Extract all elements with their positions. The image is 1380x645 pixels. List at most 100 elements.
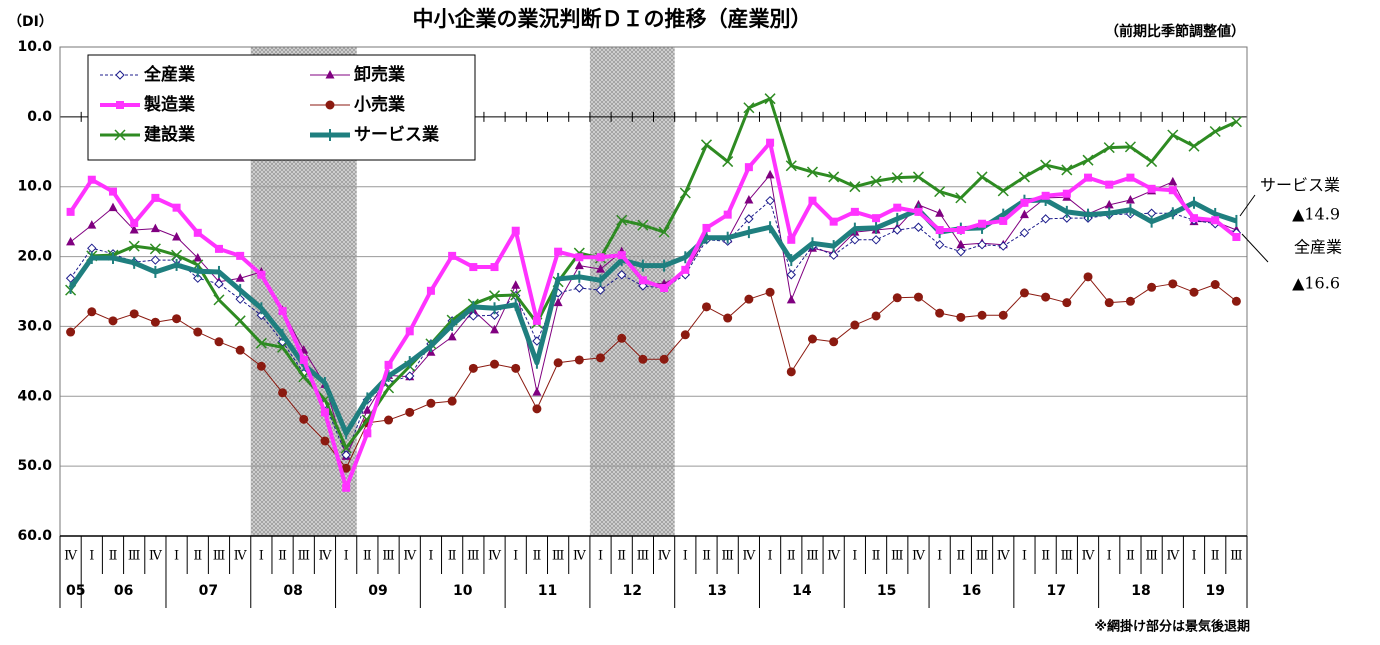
x-tick-label: Ⅰ bbox=[683, 549, 688, 564]
marker bbox=[617, 333, 627, 343]
marker bbox=[1041, 292, 1051, 302]
marker bbox=[66, 207, 75, 216]
legend-label: 卸売業 bbox=[354, 64, 405, 85]
marker bbox=[935, 226, 944, 235]
marker bbox=[1062, 298, 1072, 308]
marker bbox=[1126, 173, 1135, 182]
marker bbox=[660, 284, 669, 293]
marker bbox=[532, 316, 541, 325]
x-tick-label: Ⅱ bbox=[363, 549, 372, 564]
marker bbox=[341, 450, 351, 460]
marker bbox=[681, 265, 690, 274]
year-label: 12 bbox=[623, 583, 642, 599]
marker bbox=[997, 185, 1009, 197]
marker bbox=[638, 281, 648, 291]
year-label: 14 bbox=[792, 583, 812, 599]
marker bbox=[680, 330, 690, 340]
marker bbox=[108, 202, 118, 212]
marker bbox=[236, 251, 245, 260]
x-tick-label: Ⅳ bbox=[912, 549, 926, 564]
marker bbox=[828, 171, 840, 183]
marker bbox=[511, 363, 521, 373]
marker bbox=[87, 220, 97, 229]
x-tick-label: Ⅱ bbox=[1041, 549, 1050, 564]
marker bbox=[977, 239, 987, 250]
marker bbox=[108, 316, 118, 326]
marker bbox=[66, 236, 76, 246]
year-label: 17 bbox=[1046, 583, 1065, 599]
x-tick-label: Ⅲ bbox=[128, 549, 141, 564]
x-tick-label: Ⅳ bbox=[827, 549, 841, 564]
year-label: 07 bbox=[199, 583, 218, 599]
marker bbox=[955, 192, 967, 204]
annotation: 全産業 bbox=[1294, 238, 1342, 257]
marker bbox=[912, 171, 924, 183]
marker bbox=[278, 307, 287, 316]
marker bbox=[1104, 298, 1114, 308]
subtitle: （前期比季節調整値） bbox=[1105, 23, 1245, 40]
year-label: 11 bbox=[538, 583, 557, 599]
marker bbox=[787, 235, 796, 244]
marker bbox=[1019, 288, 1029, 298]
legend-label: 全産業 bbox=[143, 64, 195, 85]
marker bbox=[1040, 159, 1052, 171]
x-tick-label: Ⅱ bbox=[956, 549, 965, 564]
marker bbox=[277, 341, 289, 353]
y-tick-label: 10.0 bbox=[17, 179, 52, 195]
marker bbox=[872, 214, 881, 223]
marker bbox=[151, 193, 160, 202]
x-tick-label: Ⅰ bbox=[598, 549, 603, 564]
marker bbox=[616, 270, 627, 280]
marker bbox=[829, 337, 839, 347]
marker bbox=[1211, 216, 1220, 225]
x-tick-label: Ⅲ bbox=[297, 549, 310, 564]
marker bbox=[320, 408, 329, 417]
marker bbox=[340, 442, 352, 454]
marker bbox=[213, 294, 225, 306]
marker bbox=[193, 273, 203, 283]
marker bbox=[1125, 194, 1135, 204]
marker bbox=[488, 290, 501, 302]
year-label: 18 bbox=[1131, 583, 1150, 599]
x-tick-label: Ⅲ bbox=[382, 549, 395, 564]
x-tick-label: Ⅲ bbox=[1145, 549, 1158, 564]
marker bbox=[765, 195, 775, 206]
marker bbox=[596, 353, 606, 363]
marker bbox=[1147, 184, 1156, 193]
marker bbox=[806, 166, 819, 178]
x-tick-label: Ⅰ bbox=[259, 549, 264, 564]
annotation-pointer bbox=[1239, 194, 1256, 217]
marker bbox=[1104, 199, 1114, 209]
marker bbox=[871, 235, 881, 245]
year-label: 09 bbox=[368, 583, 387, 599]
marker bbox=[299, 355, 308, 364]
marker bbox=[765, 169, 775, 179]
legend-label: 製造業 bbox=[143, 94, 195, 115]
marker bbox=[998, 241, 1008, 251]
marker bbox=[765, 287, 775, 297]
annotation: ▲14.9 bbox=[1292, 205, 1340, 224]
marker bbox=[116, 101, 124, 109]
x-tick-label: Ⅰ bbox=[1107, 549, 1112, 564]
year-label: 19 bbox=[1205, 583, 1224, 599]
marker bbox=[723, 210, 732, 219]
x-tick-label: Ⅰ bbox=[1191, 549, 1196, 564]
marker bbox=[786, 294, 796, 304]
x-tick-label: Ⅲ bbox=[552, 549, 565, 564]
marker bbox=[235, 273, 245, 282]
annotation: サービス業 bbox=[1260, 176, 1340, 195]
marker bbox=[596, 264, 606, 273]
marker bbox=[1168, 186, 1177, 195]
marker bbox=[114, 129, 126, 141]
x-tick-label: Ⅳ bbox=[573, 549, 587, 564]
marker bbox=[469, 263, 478, 272]
x-tick-label: Ⅳ bbox=[997, 549, 1011, 564]
x-tick-label: Ⅱ bbox=[532, 549, 541, 564]
marker bbox=[129, 225, 139, 234]
marker bbox=[766, 138, 775, 147]
marker bbox=[1188, 140, 1200, 152]
marker bbox=[977, 310, 987, 320]
legend-box bbox=[87, 54, 476, 161]
legend-label: サービス業 bbox=[354, 124, 439, 145]
marker bbox=[149, 243, 161, 255]
